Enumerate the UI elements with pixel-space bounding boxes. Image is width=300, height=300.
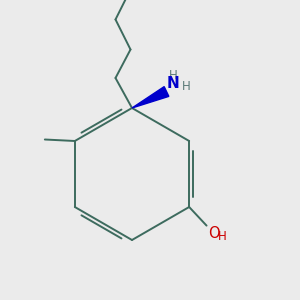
Text: N: N (167, 76, 180, 91)
Text: H: H (218, 230, 227, 243)
Text: O: O (208, 226, 219, 242)
Polygon shape (132, 87, 169, 108)
Text: H: H (169, 69, 178, 82)
Text: H: H (182, 80, 191, 93)
